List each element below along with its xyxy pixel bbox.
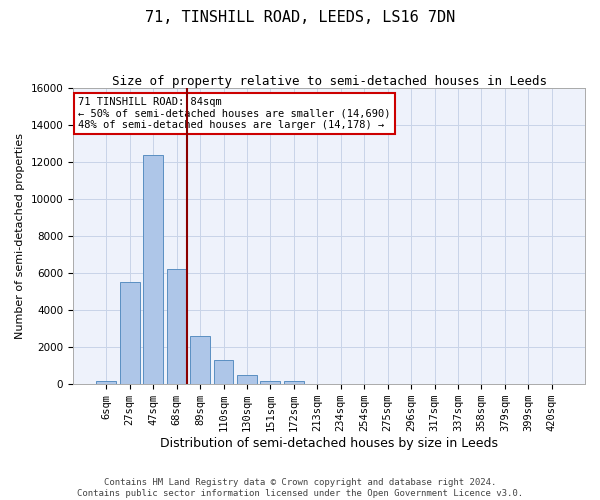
Bar [143, 154, 163, 384]
Bar [214, 360, 233, 384]
Bar [190, 336, 210, 384]
Bar [167, 270, 187, 384]
Y-axis label: Number of semi-detached properties: Number of semi-detached properties [15, 133, 25, 339]
Text: 71 TINSHILL ROAD: 84sqm
← 50% of semi-detached houses are smaller (14,690)
48% o: 71 TINSHILL ROAD: 84sqm ← 50% of semi-de… [78, 97, 391, 130]
Title: Size of property relative to semi-detached houses in Leeds: Size of property relative to semi-detach… [112, 75, 547, 88]
X-axis label: Distribution of semi-detached houses by size in Leeds: Distribution of semi-detached houses by … [160, 437, 498, 450]
Text: 71, TINSHILL ROAD, LEEDS, LS16 7DN: 71, TINSHILL ROAD, LEEDS, LS16 7DN [145, 10, 455, 25]
Bar [96, 380, 116, 384]
Bar [260, 380, 280, 384]
Bar [120, 282, 140, 384]
Bar [284, 382, 304, 384]
Bar [237, 375, 257, 384]
Text: Contains HM Land Registry data © Crown copyright and database right 2024.
Contai: Contains HM Land Registry data © Crown c… [77, 478, 523, 498]
